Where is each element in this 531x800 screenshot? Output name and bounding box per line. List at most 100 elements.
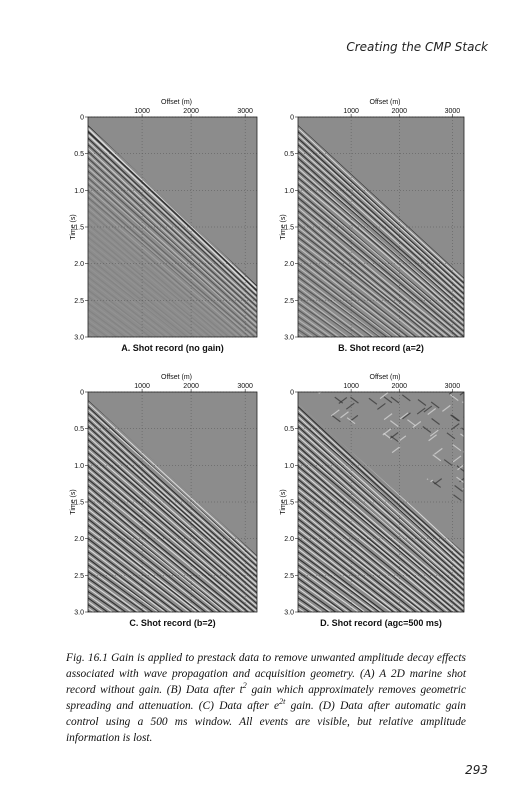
reflection xyxy=(298,419,464,570)
reflection xyxy=(298,249,410,337)
reflection xyxy=(88,312,123,337)
reflection xyxy=(298,213,449,337)
noise xyxy=(474,538,482,544)
reflection xyxy=(298,590,330,612)
reflection xyxy=(88,273,171,337)
noise xyxy=(350,396,359,404)
noise xyxy=(382,428,392,436)
noise xyxy=(330,409,340,417)
reflection xyxy=(88,164,257,318)
reflection xyxy=(298,174,464,319)
reflection xyxy=(298,498,439,612)
noise xyxy=(422,426,432,433)
reflection xyxy=(88,289,152,337)
noise xyxy=(340,411,349,419)
reflection xyxy=(88,243,204,337)
noise xyxy=(430,401,440,409)
y-axis-label: Time (s) xyxy=(280,214,287,239)
reflection xyxy=(298,577,345,612)
reflection xyxy=(298,269,388,337)
reflection xyxy=(298,137,464,289)
reflection xyxy=(88,501,226,612)
reflection xyxy=(298,226,436,337)
reflection xyxy=(298,422,464,572)
reflection xyxy=(298,190,464,332)
noise xyxy=(477,447,485,453)
reflection xyxy=(298,495,442,612)
x-tick-label: 3000 xyxy=(237,383,253,390)
reflection xyxy=(88,541,181,612)
reflection xyxy=(88,472,255,612)
reflection xyxy=(298,501,435,612)
reflection xyxy=(88,174,257,326)
reflection xyxy=(298,210,452,337)
noise xyxy=(334,396,344,404)
reflection xyxy=(88,256,189,337)
noise xyxy=(451,414,460,422)
reflection xyxy=(88,137,257,297)
noise xyxy=(446,432,456,440)
reflection xyxy=(88,292,148,337)
seismic-panel: Offset (m) 1000 2000 3000 0 0.5 1.0 1.5 2.0 2.5 3.… xyxy=(70,99,258,353)
reflection xyxy=(88,485,242,612)
noise xyxy=(483,485,491,491)
seismic-panel: Offset (m) 1000 2000 3000 0 0.5 1.0 1.5 2.0 2.5 3.… xyxy=(70,374,258,628)
reflection xyxy=(88,564,154,612)
reflection xyxy=(298,508,428,612)
y-tick-label: 0 xyxy=(80,115,84,122)
noise xyxy=(412,421,422,429)
reflection xyxy=(88,544,177,612)
noise xyxy=(463,402,464,404)
x-tick-label: 1000 xyxy=(343,383,359,390)
y-axis-label: Time (s) xyxy=(70,489,77,514)
reflection xyxy=(298,538,395,612)
reflection xyxy=(298,435,464,583)
noise xyxy=(407,419,416,427)
reflection xyxy=(298,409,464,562)
figure: Offset (m) 1000 2000 3000 0 0.5 1.0 1.5 2.0 2.5 3.… xyxy=(70,99,491,640)
noise xyxy=(448,392,454,395)
reflection xyxy=(298,584,337,612)
y-tick-label: 2.0 xyxy=(284,261,294,268)
reflection xyxy=(298,223,438,337)
reflection xyxy=(88,452,257,599)
noise xyxy=(483,394,491,400)
noise xyxy=(466,520,474,526)
reflection xyxy=(298,197,464,337)
reflection xyxy=(298,511,424,612)
x-axis-label: Offset (m) xyxy=(370,99,401,106)
reflection xyxy=(88,482,246,612)
reflection xyxy=(298,567,360,612)
reflection xyxy=(88,220,227,337)
reflection xyxy=(298,315,329,337)
noise xyxy=(466,426,474,432)
y-tick-label: 2.0 xyxy=(74,261,84,268)
reflection xyxy=(298,449,464,594)
noise xyxy=(433,478,443,486)
reflection xyxy=(88,253,193,337)
reflection xyxy=(298,458,464,602)
reflection xyxy=(298,154,464,303)
reflection xyxy=(88,422,257,575)
y-tick-label: 2.5 xyxy=(284,298,294,305)
y-tick-label: 0.5 xyxy=(74,151,84,158)
seismic-image xyxy=(88,392,257,612)
noise xyxy=(463,416,464,418)
y-tick-label: 3.0 xyxy=(74,335,84,342)
reflection xyxy=(88,584,127,612)
reflection xyxy=(298,515,422,612)
reflection xyxy=(88,306,132,337)
reflection xyxy=(88,263,184,337)
reflection xyxy=(298,465,464,607)
noise xyxy=(457,464,464,471)
y-tick-label: 2.0 xyxy=(284,536,294,543)
noise xyxy=(475,554,483,560)
reflection xyxy=(298,628,464,640)
reflection xyxy=(88,266,179,337)
reflection xyxy=(298,587,332,612)
reflection xyxy=(88,157,257,313)
reflection xyxy=(298,432,464,581)
noise xyxy=(379,392,389,400)
reflection xyxy=(88,302,135,337)
noise xyxy=(442,404,451,412)
